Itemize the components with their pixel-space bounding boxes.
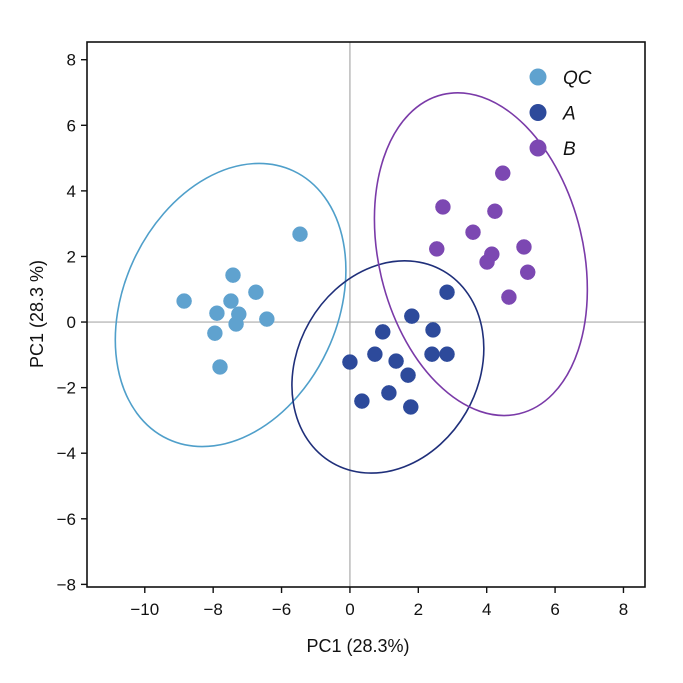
point-a [375, 324, 391, 340]
point-qc [207, 325, 223, 341]
point-b [465, 224, 481, 240]
x-tick-label: −10 [130, 600, 159, 619]
legend-label-b: B [563, 139, 576, 160]
y-tick-label: 0 [67, 313, 76, 332]
data-points [176, 165, 536, 415]
x-axis-title: PC1 (28.3%) [306, 636, 409, 656]
point-b [519, 264, 536, 280]
confidence-ellipses [114, 92, 589, 474]
point-a [403, 399, 419, 415]
point-a [354, 393, 370, 409]
x-tick-label: 6 [550, 600, 559, 619]
legend-label-qc: QC [563, 68, 592, 89]
point-qc [225, 267, 241, 283]
point-b [435, 199, 451, 215]
x-axis-ticks: −10 −8 −6 0 2 4 6 8 [130, 587, 628, 619]
plot-frame [86, 41, 646, 588]
point-a [381, 385, 397, 401]
y-tick-label: 4 [67, 182, 76, 201]
legend-marker-qc [529, 68, 547, 86]
zero-lines [87, 42, 645, 587]
point-qc [248, 284, 264, 300]
point-qc [292, 226, 308, 242]
point-qc [212, 359, 228, 375]
point-qc [209, 305, 225, 321]
y-tick-label: −2 [57, 379, 76, 398]
point-b [516, 239, 532, 255]
y-tick-label: 2 [67, 247, 76, 266]
y-axis-ticks: 8 6 4 2 0 −2 −4 −6 −8 [57, 51, 87, 594]
point-qc [259, 311, 275, 327]
ellipse-qc [114, 162, 347, 448]
y-tick-label: 8 [67, 51, 76, 70]
x-tick-label: −6 [272, 600, 291, 619]
point-a [439, 284, 455, 300]
point-a [424, 346, 440, 362]
y-tick-label: −6 [57, 510, 76, 529]
y-tick-label: −8 [57, 575, 76, 594]
point-a [439, 346, 455, 362]
point-a [342, 354, 358, 370]
ellipse-b [373, 92, 589, 417]
point-qc [223, 293, 239, 309]
y-axis-title: PC1 (28.3 %) [27, 260, 47, 368]
point-a [404, 308, 420, 324]
point-a [400, 367, 416, 383]
x-tick-label: 4 [482, 600, 491, 619]
point-a [367, 346, 383, 362]
x-tick-label: 2 [414, 600, 423, 619]
legend-label-a: A [562, 104, 576, 125]
point-b [495, 165, 511, 181]
point-a [425, 322, 441, 338]
point-qc [176, 293, 192, 309]
point-b [429, 241, 445, 257]
y-tick-label: 6 [67, 116, 76, 135]
point-b [487, 203, 503, 219]
point-b [479, 254, 495, 270]
point-b [501, 289, 517, 305]
x-tick-label: −8 [203, 600, 222, 619]
legend-marker-a [529, 104, 547, 121]
x-tick-label: 8 [619, 600, 628, 619]
y-tick-label: −4 [57, 444, 76, 463]
ellipse-a [291, 260, 485, 474]
point-a [388, 353, 404, 369]
point-qc [228, 316, 244, 332]
x-tick-label: 0 [345, 600, 354, 619]
legend-marker-b [529, 139, 547, 157]
legend: QC AB [529, 68, 592, 160]
